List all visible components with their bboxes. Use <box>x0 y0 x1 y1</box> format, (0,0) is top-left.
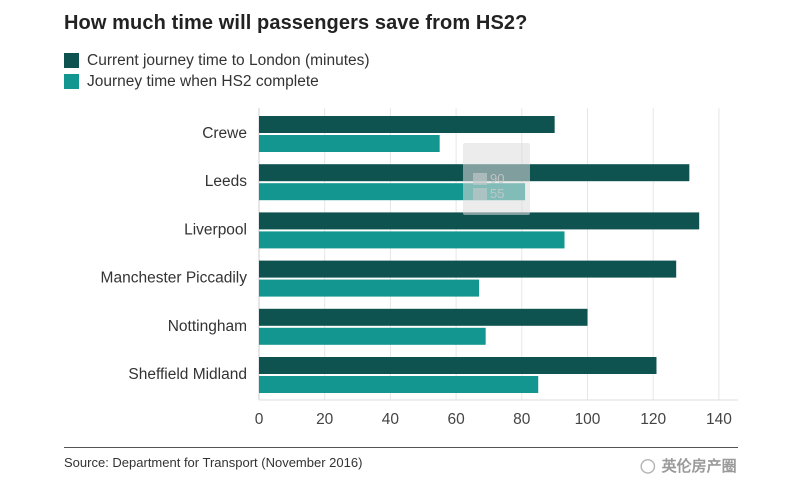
x-tick-label: 20 <box>316 411 334 428</box>
x-tick-label: 120 <box>640 411 666 428</box>
legend-label-hs2: Journey time when HS2 complete <box>87 72 319 90</box>
legend-swatch-current <box>64 53 79 68</box>
legend-swatch-hs2 <box>64 74 79 89</box>
tooltip: 90 55 <box>463 143 530 215</box>
x-tick-label: 80 <box>513 411 531 428</box>
category-label: Crewe <box>202 125 247 142</box>
bar-current[interactable] <box>259 357 657 374</box>
x-tick-label: 100 <box>575 411 601 428</box>
tooltip-row-current: 90 <box>473 171 530 186</box>
tooltip-value-hs2: 55 <box>490 186 505 201</box>
chart-title: How much time will passengers save from … <box>64 12 528 34</box>
category-label: Liverpool <box>184 221 247 238</box>
x-tick-label: 0 <box>255 411 264 428</box>
bar-hs2[interactable] <box>259 327 486 345</box>
legend-item-hs2: Journey time when HS2 complete <box>64 71 370 92</box>
source-divider <box>64 447 738 448</box>
x-tick-label: 60 <box>447 411 465 428</box>
bar-hs2[interactable] <box>259 183 526 201</box>
tooltip-swatch <box>473 172 487 185</box>
tooltip-row-hs2: 55 <box>473 186 530 201</box>
source-note: Source: Department for Transport (Novemb… <box>64 455 363 470</box>
bar-current[interactable] <box>259 116 555 133</box>
bar-hs2[interactable] <box>259 279 480 297</box>
bar-current[interactable] <box>259 308 588 326</box>
bar-hs2[interactable] <box>259 376 539 393</box>
wechat-icon: ◯ <box>640 457 656 473</box>
category-label: Sheffield Midland <box>128 366 247 383</box>
bar-current[interactable] <box>259 212 700 230</box>
x-tick-label: 140 <box>706 411 732 428</box>
x-axis: 0 20 40 60 80 100 120 140 <box>255 399 738 428</box>
category-label: Nottingham <box>168 318 247 335</box>
bar-hs2[interactable] <box>259 135 440 152</box>
bars <box>259 116 700 393</box>
legend: Current journey time to London (minutes)… <box>64 50 370 92</box>
bar-current[interactable] <box>259 260 677 278</box>
x-tick-label: 40 <box>382 411 400 428</box>
watermark: ◯ 英伦房产圈 <box>640 455 737 476</box>
category-labels: Crewe Leeds Liverpool Manchester Piccadily N… <box>101 125 248 383</box>
legend-label-current: Current journey time to London (minutes) <box>87 51 370 69</box>
tooltip-swatch <box>473 187 487 200</box>
category-label: Manchester Piccadily <box>101 270 248 287</box>
category-label: Leeds <box>205 173 247 190</box>
watermark-text: 英伦房产圈 <box>661 458 737 475</box>
tooltip-value-current: 90 <box>490 171 505 186</box>
legend-item-current: Current journey time to London (minutes) <box>64 50 370 71</box>
bar-hs2[interactable] <box>259 231 565 249</box>
